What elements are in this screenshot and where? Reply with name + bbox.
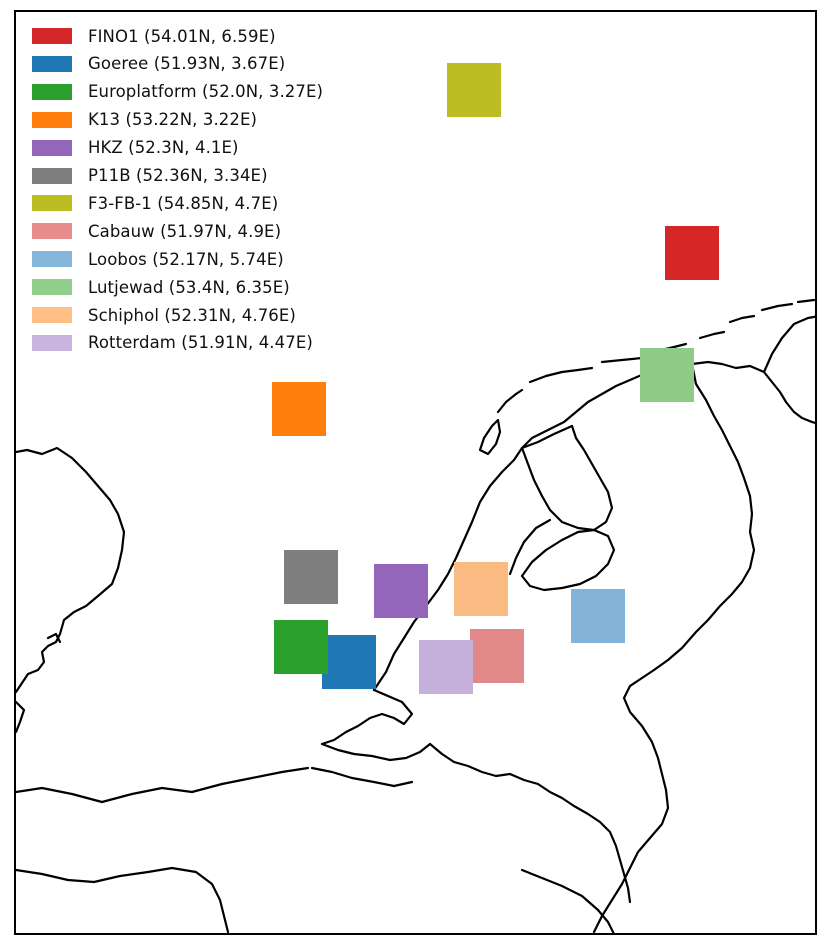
legend-item-hkz: HKZ (52.3N, 4.1E) xyxy=(32,138,239,158)
station-marker-p11b xyxy=(284,550,338,604)
legend-swatch-p11b xyxy=(32,167,72,184)
zeeland-coast-1 xyxy=(320,688,414,746)
legend-label-fino1: FINO1 (54.01N, 6.59E) xyxy=(88,26,276,46)
markermeer-shore xyxy=(508,518,552,576)
legend-item-fino1: FINO1 (54.01N, 6.59E) xyxy=(32,26,276,46)
station-marker-goeree xyxy=(322,635,376,689)
legend-swatch-hkz xyxy=(32,139,72,156)
nl-de-border xyxy=(592,362,756,933)
belgium-coast xyxy=(16,766,310,804)
legend-swatch-lutjewad xyxy=(32,279,72,296)
zeeland-coast-3 xyxy=(310,766,414,788)
station-marker-fino1 xyxy=(665,226,719,280)
ijsselmeer-shore xyxy=(520,424,614,532)
legend-label-goeree: Goeree (51.93N, 3.67E) xyxy=(88,54,286,74)
legend-label-europlatform: Europlatform (52.0N, 3.27E) xyxy=(88,82,324,102)
rottumer xyxy=(698,330,726,340)
station-marker-cabauw xyxy=(470,629,524,683)
legend-item-p11b: P11B (52.36N, 3.34E) xyxy=(32,166,268,186)
station-marker-rotterdam xyxy=(419,640,473,694)
legend-label-schiphol: Schiphol (52.31N, 4.76E) xyxy=(88,305,296,325)
station-marker-lutjewad xyxy=(640,348,694,402)
norderney xyxy=(796,298,815,304)
coastline-map xyxy=(16,298,815,933)
be-fr-border xyxy=(16,866,230,933)
station-marker-europlatform xyxy=(274,620,328,674)
legend-label-p11b: P11B (52.36N, 3.34E) xyxy=(88,166,268,185)
legend-swatch-f3fb1 xyxy=(32,195,72,212)
legend-swatch-goeree xyxy=(32,55,72,72)
legend-item-lutjewad: Lutjewad (53.4N, 6.35E) xyxy=(32,277,290,297)
legend-label-f3fb1: F3-FB-1 (54.85N, 4.7E) xyxy=(88,193,279,213)
legend-swatch-fino1 xyxy=(32,28,72,44)
legend-swatch-k13 xyxy=(32,111,72,128)
legend-item-k13: K13 (53.22N, 3.22E) xyxy=(32,110,257,130)
legend-label-rotterdam: Rotterdam (51.91N, 4.47E) xyxy=(88,333,313,353)
texel xyxy=(478,418,502,456)
juist xyxy=(760,302,794,312)
borkum xyxy=(728,314,756,324)
uk-coastline xyxy=(16,446,126,694)
station-marker-k13 xyxy=(272,382,326,436)
legend-swatch-rotterdam xyxy=(32,334,72,351)
station-marker-schiphol xyxy=(454,562,508,616)
be-lux-border xyxy=(520,868,615,933)
legend-item-rotterdam: Rotterdam (51.91N, 4.47E) xyxy=(32,333,313,353)
uk-east-anglia-detail xyxy=(46,632,62,644)
zeeland-coast-2 xyxy=(320,742,432,762)
ameland xyxy=(600,356,644,364)
station-marker-hkz xyxy=(374,564,428,618)
legend-label-lutjewad: Lutjewad (53.4N, 6.35E) xyxy=(88,277,290,297)
map-frame: FINO1 (54.01N, 6.59E) Goeree (51.93N, 3.6… xyxy=(14,10,817,935)
legend-swatch-schiphol xyxy=(32,307,72,323)
terschelling xyxy=(528,366,594,384)
nl-be-border xyxy=(428,742,632,904)
flevoland xyxy=(520,528,616,592)
legend-item-schiphol: Schiphol (52.31N, 4.76E) xyxy=(32,305,296,325)
nl-coastline xyxy=(372,360,815,692)
legend-label-k13: K13 (53.22N, 3.22E) xyxy=(88,110,258,130)
afsluitdijk xyxy=(520,424,574,450)
legend-swatch-cabauw xyxy=(32,223,72,240)
legend-swatch-loobos xyxy=(32,251,72,268)
legend-item-europlatform: Europlatform (52.0N, 3.27E) xyxy=(32,82,323,102)
legend-label-hkz: HKZ (52.3N, 4.1E) xyxy=(88,138,239,158)
legend-label-loobos: Loobos (52.17N, 5.74E) xyxy=(88,249,284,269)
legend-swatch-europlatform xyxy=(32,83,72,100)
legend-item-f3fb1: F3-FB-1 (54.85N, 4.7E) xyxy=(32,193,278,213)
vlieland xyxy=(496,388,524,414)
uk-thames xyxy=(16,700,26,734)
legend-item-cabauw: Cabauw (51.97N, 4.9E) xyxy=(32,221,281,241)
legend-item-goeree: Goeree (51.93N, 3.67E) xyxy=(32,54,285,74)
station-marker-loobos xyxy=(571,589,625,643)
legend-item-loobos: Loobos (52.17N, 5.74E) xyxy=(32,249,284,269)
station-marker-f3fb1 xyxy=(447,63,501,117)
legend-label-cabauw: Cabauw (51.97N, 4.9E) xyxy=(88,221,282,241)
de-coastline xyxy=(762,315,815,374)
